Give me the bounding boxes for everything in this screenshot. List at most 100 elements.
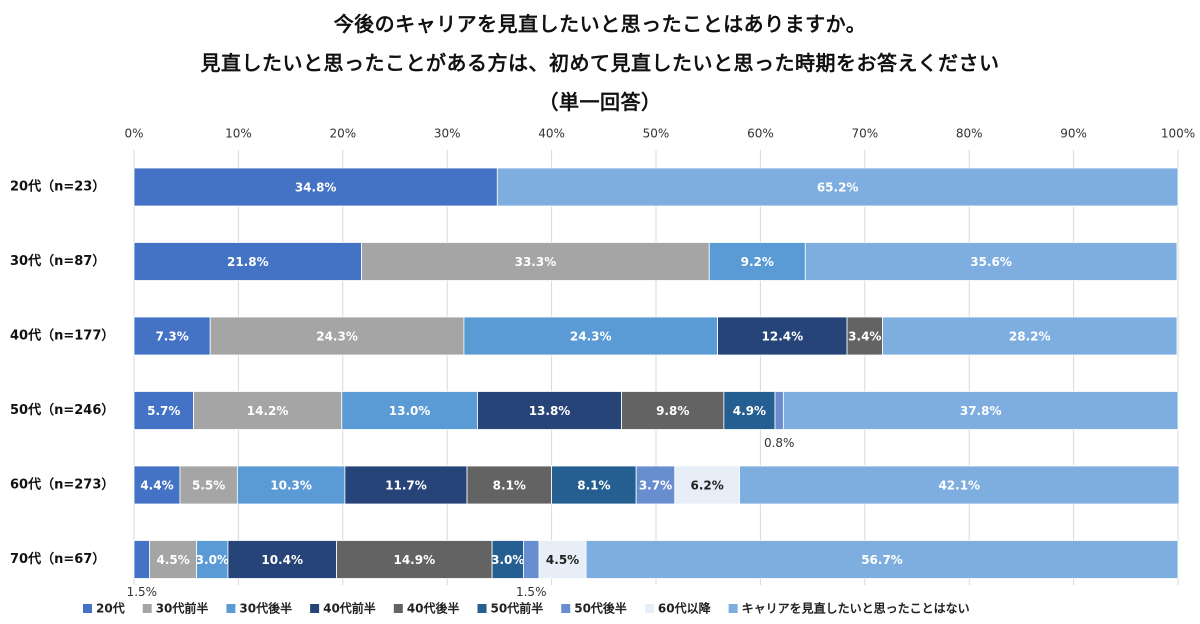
bar-segment (209, 316, 465, 356)
legend-label: 30代前半 (156, 601, 209, 616)
data-label: 4.4% (140, 479, 173, 493)
bar-segment (782, 391, 1179, 430)
data-label: 37.8% (960, 404, 1002, 418)
legend-label: 50代後半 (574, 601, 627, 616)
data-label: 8.1% (577, 479, 610, 493)
legend-swatch (142, 604, 152, 613)
bar-segment (882, 316, 1178, 356)
data-label: 24.3% (570, 330, 612, 344)
data-label: 4.5% (157, 553, 190, 567)
bar-segment (723, 391, 776, 430)
data-label: 13.0% (389, 404, 431, 418)
data-label: 10.4% (261, 553, 303, 567)
data-label: 7.3% (155, 330, 188, 344)
bar-segment (149, 540, 198, 579)
legend-swatch (477, 604, 487, 613)
data-label: 4.9% (733, 404, 766, 418)
bar-segment (804, 242, 1178, 281)
category-label: 60代（n=273） (10, 477, 114, 493)
data-label: 42.1% (938, 479, 980, 493)
data-label: 21.8% (227, 255, 269, 269)
legend-label: 60代以降 (658, 601, 712, 616)
chart-title-line-1: 今後のキャリアを見直したいと思ったことはありますか。 (333, 12, 867, 36)
data-label: 9.2% (741, 255, 774, 269)
bar-segment (133, 242, 362, 281)
legend-swatch (561, 604, 571, 613)
bar-segment (674, 465, 740, 505)
data-label: 8.1% (493, 479, 526, 493)
x-tick-label: 40% (538, 127, 565, 141)
bar-segment (133, 540, 151, 579)
data-label: 14.9% (393, 553, 435, 567)
x-tick-label: 70% (851, 127, 878, 141)
bar-segment (336, 540, 493, 579)
data-label: 3.7% (639, 479, 672, 493)
legend-swatch (644, 604, 654, 613)
data-label-outside: 1.5% (516, 585, 547, 599)
data-label: 56.7% (861, 553, 903, 567)
bar-segment (196, 540, 229, 579)
data-label: 13.8% (529, 404, 571, 418)
bar-segment (179, 465, 238, 505)
data-label: 3.0% (196, 553, 229, 567)
category-label: 30代（n=87） (10, 253, 105, 269)
data-label: 5.7% (147, 404, 180, 418)
legend-label: 40代前半 (323, 601, 376, 616)
bar-segment (846, 316, 883, 356)
data-label: 28.2% (1009, 330, 1051, 344)
legend-swatch (310, 604, 320, 613)
data-label: 24.3% (316, 330, 358, 344)
x-tick-label: 10% (225, 127, 252, 141)
bar-segment (585, 540, 1179, 579)
x-tick-label: 30% (434, 127, 461, 141)
x-tick-label: 80% (956, 127, 983, 141)
x-tick-label: 100% (1161, 127, 1195, 141)
bar-segment (491, 540, 524, 579)
data-label: 6.2% (691, 479, 724, 493)
bar-segment (621, 391, 725, 430)
data-label: 10.3% (270, 479, 312, 493)
x-tick-label: 60% (747, 127, 774, 141)
bar-segment (193, 391, 343, 430)
category-label: 40代（n=177） (10, 328, 114, 344)
bar-segment (496, 167, 1179, 207)
bar-segment (477, 391, 622, 430)
bar-segment (523, 540, 540, 579)
bar-segment (227, 540, 337, 579)
data-label: 3.4% (848, 330, 881, 344)
bar-segment (463, 316, 718, 356)
data-label: 4.5% (546, 553, 579, 567)
data-label-outside: 1.5% (127, 585, 158, 599)
bar-segment (717, 316, 848, 356)
data-label: 9.8% (656, 404, 689, 418)
bar-segment (133, 391, 194, 430)
bar-segment (551, 465, 637, 505)
data-label: 12.4% (762, 330, 804, 344)
category-label: 70代（n=67） (10, 551, 105, 567)
legend-swatch (226, 604, 236, 613)
bar-segment (538, 540, 587, 579)
bar-segment (236, 465, 346, 505)
bar-segment (739, 465, 1180, 505)
x-tick-label: 0% (124, 127, 143, 141)
legend-label: 20代 (96, 601, 125, 616)
bar-segment (133, 465, 181, 505)
x-tick-label: 20% (329, 127, 356, 141)
data-label: 65.2% (817, 181, 859, 195)
legend-label: 50代前半 (491, 601, 544, 616)
legend-label: 40代後半 (407, 601, 460, 616)
chart-title-line-3: （単一回答） (538, 90, 662, 114)
data-label-outside: 0.8% (764, 436, 795, 450)
category-label: 50代（n=246） (10, 402, 114, 418)
bar-segment (133, 167, 498, 207)
data-label: 14.2% (247, 404, 289, 418)
data-label: 34.8% (295, 181, 337, 195)
data-label: 5.5% (192, 479, 225, 493)
bar-segment (774, 391, 784, 430)
legend-swatch (393, 604, 403, 613)
legend-label: 30代後半 (239, 601, 292, 616)
data-label: 3.0% (491, 553, 524, 567)
data-label: 33.3% (515, 255, 557, 269)
